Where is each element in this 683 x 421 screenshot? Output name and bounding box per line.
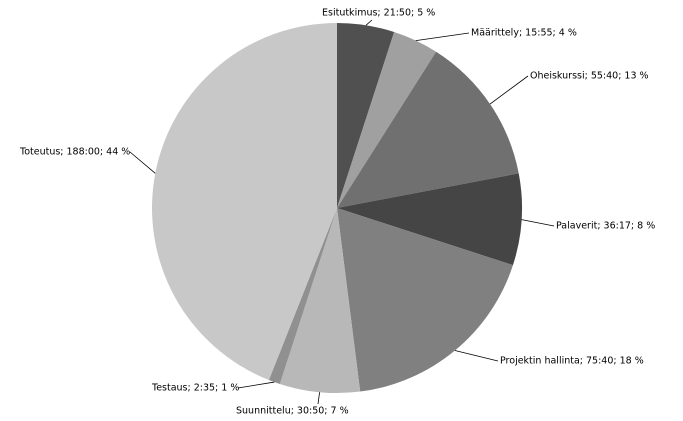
data-label: Projektin hallinta; 75:40; 18 % xyxy=(500,356,644,367)
pie-slice xyxy=(337,173,522,266)
leader-line xyxy=(415,32,470,42)
data-label: Suunnittelu; 30:50; 7 % xyxy=(236,406,349,417)
data-label: Testaus; 2:35; 1 % xyxy=(151,383,239,394)
pie-slice xyxy=(337,23,395,208)
leader-line xyxy=(454,350,499,362)
pie-slice xyxy=(279,208,361,394)
leader-line xyxy=(129,151,156,174)
pie-slice xyxy=(337,51,519,209)
leader-line xyxy=(489,75,529,105)
leader-line xyxy=(317,392,320,405)
pie-slice xyxy=(268,208,337,384)
leader-line xyxy=(521,219,555,227)
data-label: Oheiskurssi; 55:40; 13 % xyxy=(530,71,649,82)
data-label: Määrittely; 15:55; 4 % xyxy=(471,28,577,39)
leader-line xyxy=(237,381,275,389)
pie-slice xyxy=(337,208,513,392)
leader-line xyxy=(365,19,373,26)
data-label: Toteutus; 188:00; 44 % xyxy=(19,147,130,158)
pie-slice xyxy=(152,23,337,381)
data-label: Palaverit; 36:17; 8 % xyxy=(556,221,655,232)
data-label: Esitutkimus; 21:50; 5 % xyxy=(322,8,435,19)
pie-slice xyxy=(337,32,437,208)
